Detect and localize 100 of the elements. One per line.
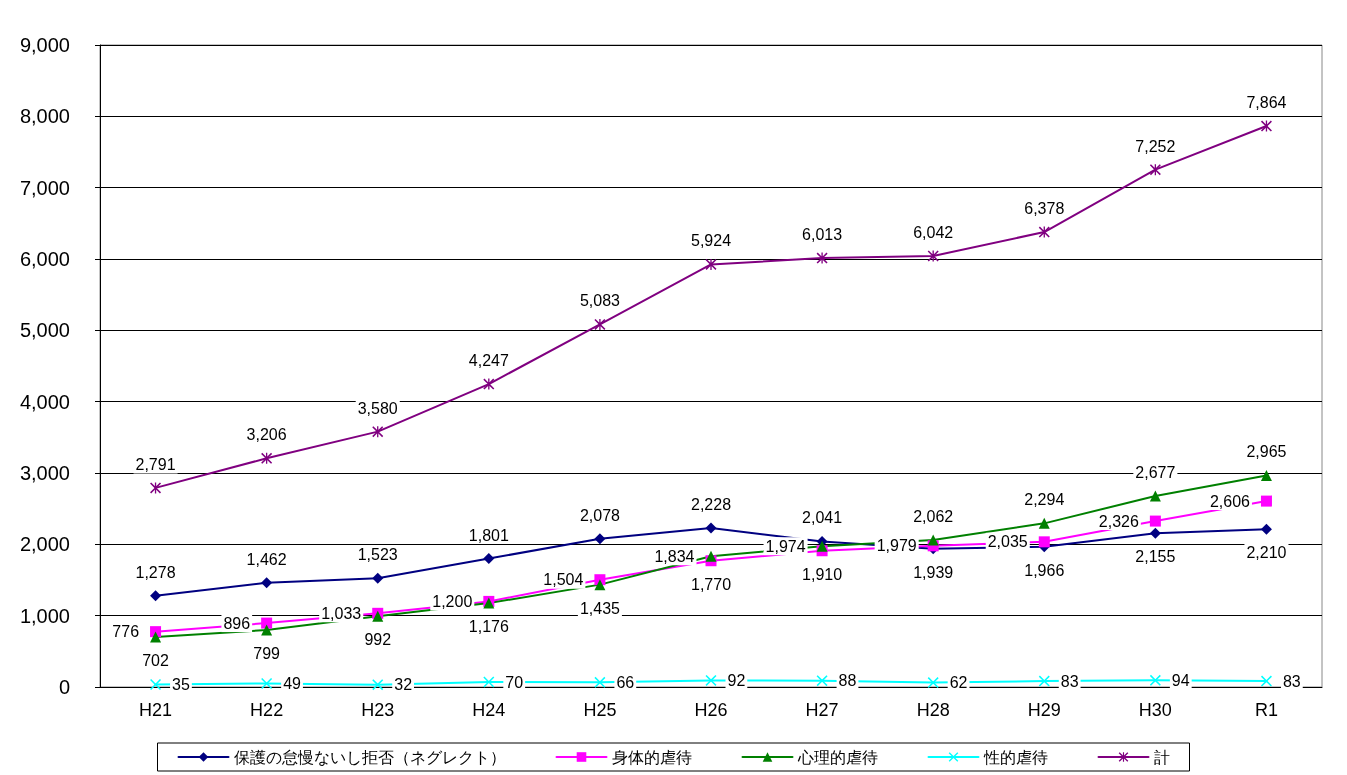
point (816, 252, 828, 264)
data-label: 2,791 (135, 455, 176, 473)
point (150, 679, 162, 690)
data-label: 2,062 (913, 507, 954, 525)
point (927, 534, 939, 546)
x-tick-label: H27 (805, 700, 839, 720)
point (705, 550, 717, 562)
point (261, 678, 273, 689)
y-tick-label: 3,000 (19, 462, 70, 484)
point (1149, 515, 1161, 527)
data-label: 5,083 (579, 292, 621, 310)
point (816, 540, 828, 552)
data-label: 2,155 (1135, 548, 1176, 566)
data-label: 32 (394, 676, 413, 694)
y-tick-label: 9,000 (19, 34, 70, 56)
point (261, 452, 273, 464)
data-label: 2,294 (1024, 491, 1065, 509)
y-tick-label: 2,000 (19, 533, 70, 556)
y-tick-label: 0 (58, 676, 70, 698)
legend-label: 計 (1153, 748, 1170, 766)
x-tick-label: H25 (583, 700, 617, 720)
data-label: 1,462 (246, 550, 287, 568)
y-tick-label: 5,000 (19, 319, 70, 342)
x-tick-label: H22 (250, 700, 284, 720)
data-label: 1,176 (468, 618, 509, 636)
y-tick-label: 4,000 (19, 390, 70, 413)
data-label: 7,864 (1246, 94, 1287, 112)
data-label: 83 (1060, 672, 1079, 690)
x-tick-label: H26 (694, 700, 728, 720)
x-tick-label: H24 (472, 700, 506, 720)
point (150, 590, 162, 602)
x-tick-label: H21 (139, 700, 173, 720)
data-label: 1,504 (543, 571, 584, 589)
data-label: 6,042 (913, 224, 954, 241)
point (594, 533, 606, 545)
data-label: 1,974 (765, 537, 806, 555)
data-label: 1,435 (579, 599, 621, 617)
point (483, 676, 495, 688)
data-label: 2,210 (1246, 544, 1287, 562)
point (816, 675, 828, 687)
data-label: 1,939 (913, 563, 954, 581)
data-label: 2,078 (579, 506, 621, 524)
legend-label: 保護の怠慢ないし拒否（ネグレクト） (233, 748, 506, 766)
point (483, 553, 495, 565)
point (261, 624, 273, 636)
y-tick-label: 7,000 (19, 176, 70, 199)
data-label: 7,252 (1135, 137, 1176, 155)
point (1260, 523, 1272, 535)
point (1038, 536, 1050, 548)
y-tick-label: 8,000 (19, 105, 70, 128)
point (594, 318, 606, 330)
data-label: 2,228 (690, 496, 732, 514)
data-label: 776 (112, 623, 140, 641)
point (1038, 675, 1050, 687)
point (1260, 675, 1272, 687)
data-label: 2,965 (1246, 443, 1287, 461)
data-label: 94 (1171, 671, 1190, 689)
data-label: 70 (505, 673, 524, 691)
legend-label: 身体的虐待 (611, 748, 692, 766)
point (150, 631, 162, 643)
point (1149, 527, 1161, 539)
data-label: 1,801 (468, 526, 509, 544)
point (927, 677, 939, 689)
data-label: 1,910 (802, 565, 843, 583)
x-tick-label: H30 (1138, 700, 1172, 720)
data-label: 799 (253, 645, 281, 662)
legend-label: 性的虐待 (982, 748, 1048, 766)
x-tick-label: H29 (1027, 700, 1061, 720)
data-label: 2,326 (1098, 512, 1139, 530)
data-label: 2,606 (1209, 492, 1251, 510)
data-label: 1,834 (654, 547, 695, 565)
data-label: 5,924 (690, 232, 732, 250)
point (372, 679, 384, 691)
point (372, 572, 384, 584)
point (261, 577, 273, 589)
y-tick-label: 1,000 (19, 604, 70, 627)
data-label: 3,580 (357, 399, 398, 417)
data-label: 83 (1282, 672, 1301, 690)
x-tick-label: R1 (1254, 700, 1278, 720)
data-label: 1,278 (135, 563, 176, 581)
x-tick-label: H23 (361, 700, 395, 720)
point (1260, 470, 1272, 481)
data-label: 1,770 (690, 575, 732, 593)
point (1038, 517, 1050, 529)
point (1149, 674, 1161, 686)
data-label: 6,013 (802, 226, 843, 244)
data-label: 2,035 (987, 533, 1028, 551)
data-label: 1,979 (876, 537, 917, 555)
data-label: 3,206 (246, 426, 287, 444)
point (705, 258, 717, 270)
data-label: 1,200 (432, 592, 473, 610)
point (594, 579, 606, 591)
point (1260, 495, 1272, 507)
point (705, 522, 717, 534)
data-label: 49 (283, 675, 302, 692)
data-label: 88 (838, 672, 857, 690)
y-tick-label: 6,000 (19, 248, 70, 270)
data-label: 1,966 (1024, 561, 1065, 579)
point (1149, 164, 1161, 176)
data-label: 92 (727, 671, 746, 689)
